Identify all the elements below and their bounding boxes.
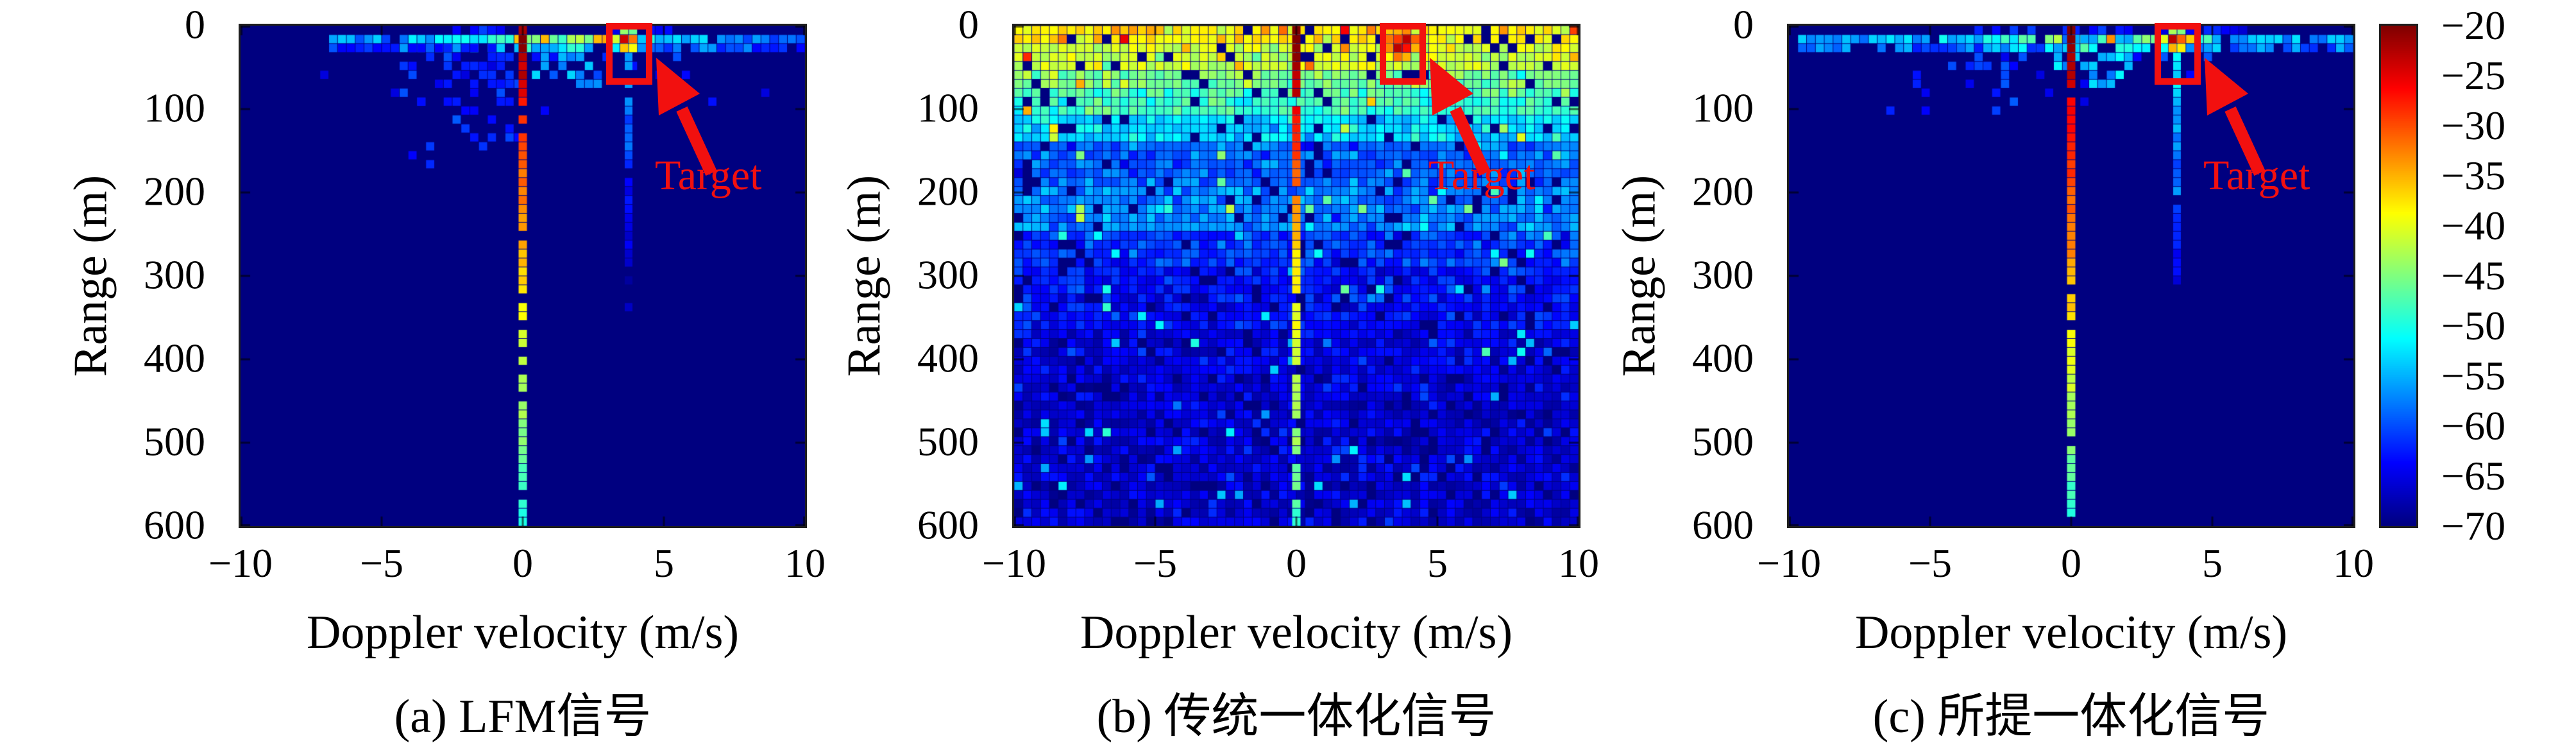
target-label: Target <box>2203 152 2310 199</box>
x-tick-label: 0 <box>2061 540 2081 586</box>
y-tick-labels: 0 100 200 300 400 500 600 <box>1571 0 1754 743</box>
target-label: Target <box>1428 152 1536 199</box>
y-tick-label: 100 <box>144 85 205 131</box>
panel-b: Range (m) 0 100 200 300 400 500 600 −10 −5 0 5 10 … <box>838 0 1600 743</box>
panel-c: Range (m) 0 100 200 300 400 500 600 −10 −5 0 5 10 … <box>1613 0 2375 743</box>
y-tick-label: 600 <box>1692 502 1754 548</box>
x-tick-label: 0 <box>513 540 533 586</box>
y-tick-label: 500 <box>917 418 979 465</box>
target-label: Target <box>655 152 762 199</box>
y-tick-label: 0 <box>1733 1 1754 47</box>
x-tick-label: −10 <box>208 540 273 586</box>
colorbar-tick-label: −50 <box>2441 303 2506 348</box>
y-tick-label: 400 <box>917 335 979 381</box>
x-tick-label: 5 <box>2202 540 2223 586</box>
panel-a: Range (m) 0 100 200 300 400 500 600 −10 −5 0 5 10 … <box>65 0 826 743</box>
y-tick-label: 300 <box>144 252 205 298</box>
colorbar-tick-label: −30 <box>2441 103 2506 148</box>
x-tick-label: −10 <box>981 540 1047 586</box>
heatmap-canvas-b <box>1012 24 1580 528</box>
panel-caption: (c) 所提一体化信号 <box>1872 690 2270 743</box>
x-axis-label: Doppler velocity (m/s) <box>1854 606 2288 659</box>
x-tick-label: −5 <box>1908 540 1953 586</box>
y-tick-label: 400 <box>144 335 205 381</box>
heatmap-canvas-c <box>1787 24 2355 528</box>
colorbar-canvas <box>2379 24 2418 528</box>
target-box <box>1380 23 1426 85</box>
colorbar-tick-label: −60 <box>2441 403 2506 448</box>
x-tick-label: 5 <box>1427 540 1448 586</box>
y-tick-label: 200 <box>1692 168 1754 214</box>
panel-caption: (b) 传统一体化信号 <box>1096 690 1496 743</box>
y-tick-label: 200 <box>917 168 979 214</box>
x-tick-label: 10 <box>2333 540 2374 586</box>
target-box <box>2155 23 2201 85</box>
colorbar-tick-label: −25 <box>2441 53 2506 98</box>
colorbar-tick-label: −70 <box>2441 503 2506 549</box>
y-tick-label: 500 <box>144 418 205 465</box>
panel-caption: (a) LFM信号 <box>394 690 652 743</box>
colorbar-tick-label: −45 <box>2441 253 2506 298</box>
target-box <box>606 23 652 85</box>
y-tick-label: 600 <box>917 502 979 548</box>
colorbar-tick-label: −65 <box>2441 453 2506 499</box>
x-tick-label: −5 <box>1133 540 1178 586</box>
y-tick-labels: 0 100 200 300 400 500 600 <box>796 0 979 743</box>
x-axis-label: Doppler velocity (m/s) <box>1080 606 1513 659</box>
y-tick-label: 100 <box>1692 85 1754 131</box>
colorbar-tick-label: −35 <box>2441 153 2506 198</box>
y-tick-label: 600 <box>144 502 205 548</box>
colorbar-tick-label: −20 <box>2441 3 2506 48</box>
x-tick-label: 10 <box>1558 540 1599 586</box>
heatmap-canvas-a <box>239 24 807 528</box>
y-tick-labels: 0 100 200 300 400 500 600 <box>22 0 205 743</box>
y-tick-label: 0 <box>958 1 979 47</box>
colorbar-tick-label: −55 <box>2441 353 2506 398</box>
y-tick-label: 100 <box>917 85 979 131</box>
x-tick-label: 10 <box>784 540 826 586</box>
y-tick-label: 300 <box>1692 252 1754 298</box>
y-tick-label: 400 <box>1692 335 1754 381</box>
y-tick-label: 500 <box>1692 418 1754 465</box>
x-tick-label: 0 <box>1286 540 1307 586</box>
x-tick-label: −5 <box>359 540 404 586</box>
x-tick-label: 5 <box>654 540 674 586</box>
colorbar-tick-label: −40 <box>2441 203 2506 248</box>
y-tick-label: 300 <box>917 252 979 298</box>
x-axis-label: Doppler velocity (m/s) <box>306 606 740 659</box>
colorbar: −20 −25 −30 −35 −40 −45 −50 −55 −60 −65 −70 <box>2379 5 2573 547</box>
x-tick-label: −10 <box>1756 540 1822 586</box>
y-tick-label: 0 <box>185 1 205 47</box>
y-tick-label: 200 <box>144 168 205 214</box>
